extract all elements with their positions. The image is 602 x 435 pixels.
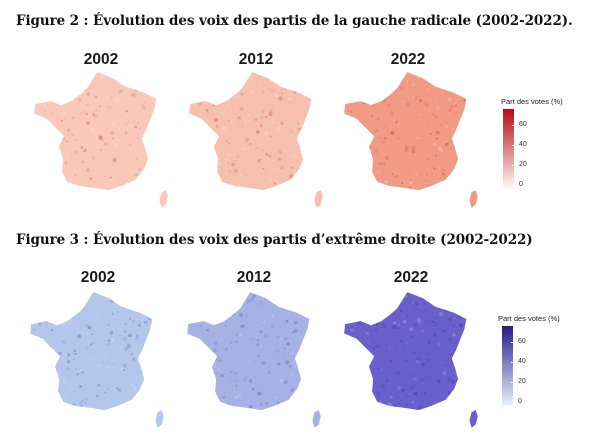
fig2-year-2022-label: 2022 (390, 51, 426, 68)
fig2-map-2002-corsica (159, 190, 168, 208)
figure-2-title: Figure 2 : Évolution des voix des partis… (16, 13, 573, 29)
fig3-legend-tickmark (511, 362, 513, 363)
fig2-legend-colorbar (503, 109, 514, 188)
fig2-map-2022 (344, 72, 478, 208)
fig2-legend-tickmark (512, 185, 514, 186)
fig3-year-2022-label: 2022 (393, 269, 429, 286)
fig3-map-2002 (30, 292, 164, 428)
fig3-map-2022-mainland (344, 292, 467, 411)
fig2-map-2012-mainland (189, 72, 312, 191)
fig2-legend-tickmark (512, 145, 514, 146)
fig2-map-2002 (34, 72, 168, 208)
fig3-map-2002-corsica (155, 410, 164, 428)
fig3-map-2022-corsica (469, 410, 478, 428)
fig3-map-2012-corsica (312, 410, 321, 428)
fig3-year-2002-label: 2002 (80, 269, 116, 286)
fig3-map-2002-mainland (30, 292, 153, 411)
fig2-legend-tick-0: 0 (519, 181, 523, 188)
fig2-map-2012-corsica (314, 190, 323, 208)
fig3-legend-tick-40: 40 (518, 358, 526, 365)
fig3-map-2012 (187, 292, 321, 428)
fig3-legend-tick-60: 60 (518, 338, 526, 345)
fig3-legend-tickmark (511, 382, 513, 383)
fig2-legend-tick-40: 40 (519, 141, 527, 148)
fig3-legend-tickmark (511, 342, 513, 343)
fig2-legend-tickmark (512, 165, 514, 166)
fig2-year-2012-label: 2012 (238, 51, 274, 68)
fig2-map-2022-mainland (344, 72, 467, 191)
fig3-map-2012-mainland (187, 292, 310, 411)
fig2-legend-tickmark (512, 125, 514, 126)
fig3-legend-tickmark (511, 402, 513, 403)
fig2-map-2022-corsica (469, 190, 478, 208)
fig2-legend-tick-20: 20 (519, 161, 527, 168)
fig2-legend-title: Part des votes (%) (501, 97, 563, 106)
fig2-year-2002-label: 2002 (83, 51, 119, 68)
figure-3-title: Figure 3 : Évolution des voix des partis… (16, 232, 533, 248)
fig2-map-2012 (189, 72, 323, 208)
fig3-map-2022 (344, 292, 478, 428)
fig3-year-2012-label: 2012 (236, 269, 272, 286)
fig3-legend-tick-20: 20 (518, 378, 526, 385)
fig3-legend-title: Part des votes (%) (498, 314, 560, 323)
fig3-legend-tick-0: 0 (518, 398, 522, 405)
fig3-legend-colorbar (502, 326, 513, 405)
fig2-map-2002-mainland (34, 72, 157, 191)
fig2-legend-tick-60: 60 (519, 121, 527, 128)
